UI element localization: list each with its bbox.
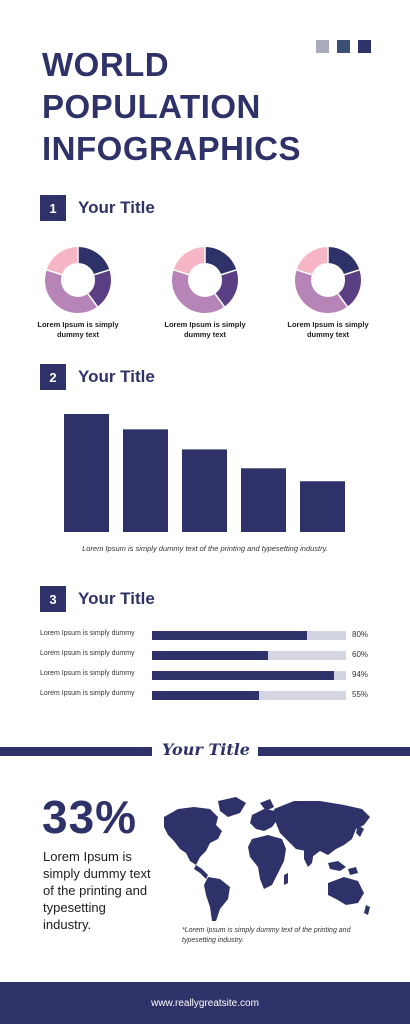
section-3-header: 3 Your Title	[40, 586, 155, 612]
progress-row: Lorem Ipsum is simply dummy 94%	[40, 669, 380, 681]
bar	[182, 449, 227, 532]
title-line: INFOGRAPHICS	[42, 130, 302, 167]
progress-label: Lorem Ipsum is simply dummy	[40, 650, 135, 657]
donut-separator	[87, 293, 99, 308]
section-number: 3	[40, 586, 66, 612]
bar	[64, 414, 109, 532]
section-1-header: 1 Your Title	[40, 195, 155, 221]
donut-slice	[172, 247, 238, 313]
title-line: POPULATION	[42, 88, 261, 125]
banner-divider-right	[258, 747, 410, 756]
progress-label: Lorem Ipsum is simply dummy	[40, 630, 135, 637]
section-title: Your Title	[78, 367, 155, 386]
progress-track	[152, 651, 346, 660]
donut-separator	[220, 269, 237, 276]
donut-slice	[45, 247, 111, 313]
progress-track	[152, 631, 346, 640]
donut-caption: Lorem Ipsum is simply dummy text	[164, 320, 246, 339]
donut-svg	[172, 247, 238, 313]
section-title: Your Title	[78, 589, 155, 608]
section-title: Your Title	[78, 198, 155, 217]
section-number: 2	[40, 364, 66, 390]
bar	[300, 481, 345, 532]
donut-caption: Lorem Ipsum is simply dummy text	[37, 320, 119, 339]
donut-slice	[45, 247, 111, 313]
donut-separator	[296, 269, 313, 276]
donut-svg	[295, 247, 361, 313]
bar	[123, 429, 168, 532]
big-percent: 33%	[42, 791, 138, 843]
banner-divider-left	[0, 747, 152, 756]
progress-row: Lorem Ipsum is simply dummy 60%	[40, 649, 380, 661]
donut-separator	[46, 269, 63, 276]
world-map-icon	[164, 797, 370, 921]
percent-description: Lorem Ipsum is simply dummy text of the …	[43, 849, 151, 932]
section-2-header: 2 Your Title	[40, 364, 155, 390]
progress-label: Lorem Ipsum is simply dummy	[40, 670, 135, 677]
bar	[241, 468, 286, 532]
donut-svg	[45, 247, 111, 313]
progress-label: Lorem Ipsum is simply dummy	[40, 690, 135, 697]
progress-track	[152, 671, 346, 680]
donut-caption: Lorem Ipsum is simply dummy text	[287, 320, 369, 339]
swatch-dark	[358, 40, 371, 53]
donut-slice	[172, 247, 238, 313]
donut-separator	[337, 293, 349, 308]
footer: www.reallygreatsite.com	[0, 982, 410, 1024]
color-swatches	[316, 40, 371, 53]
banner-title: Your Title	[162, 740, 250, 759]
donut-separator	[214, 293, 226, 308]
footer-url[interactable]: www.reallygreatsite.com	[151, 997, 259, 1009]
title-line: WORLD	[42, 46, 170, 83]
progress-percent: 80%	[352, 630, 369, 639]
progress-fill	[152, 651, 269, 660]
progress-row: Lorem Ipsum is simply dummy 55%	[40, 689, 380, 701]
donut-separator	[343, 269, 360, 276]
progress-percent: 60%	[352, 650, 369, 659]
donut-chart-2: Lorem Ipsum is simply dummy text	[145, 246, 265, 340]
progress-fill	[152, 671, 335, 680]
donut-separator	[173, 269, 190, 276]
progress-fill	[152, 631, 308, 640]
donut-chart-3: Lorem Ipsum is simply dummy text	[268, 246, 388, 340]
bar-chart	[64, 414, 345, 532]
progress-fill	[152, 691, 259, 700]
donut-chart-1: Lorem Ipsum is simply dummy text	[18, 246, 138, 340]
swatch-mid	[337, 40, 350, 53]
progress-percent: 55%	[352, 690, 369, 699]
page-title: WORLD POPULATION INFOGRAPHICS	[42, 44, 342, 170]
bar-chart-caption: Lorem Ipsum is simply dummy text of the …	[82, 544, 328, 553]
section-number: 1	[40, 195, 66, 221]
progress-track	[152, 691, 346, 700]
donut-slice	[295, 247, 361, 313]
donut-slice	[295, 247, 361, 313]
donut-separator	[93, 269, 110, 276]
progress-percent: 94%	[352, 670, 369, 679]
progress-row: Lorem Ipsum is simply dummy 80%	[40, 629, 380, 641]
swatch-light	[316, 40, 329, 53]
map-caption: *Lorem Ipsum is simply dummy text of the…	[182, 927, 351, 944]
